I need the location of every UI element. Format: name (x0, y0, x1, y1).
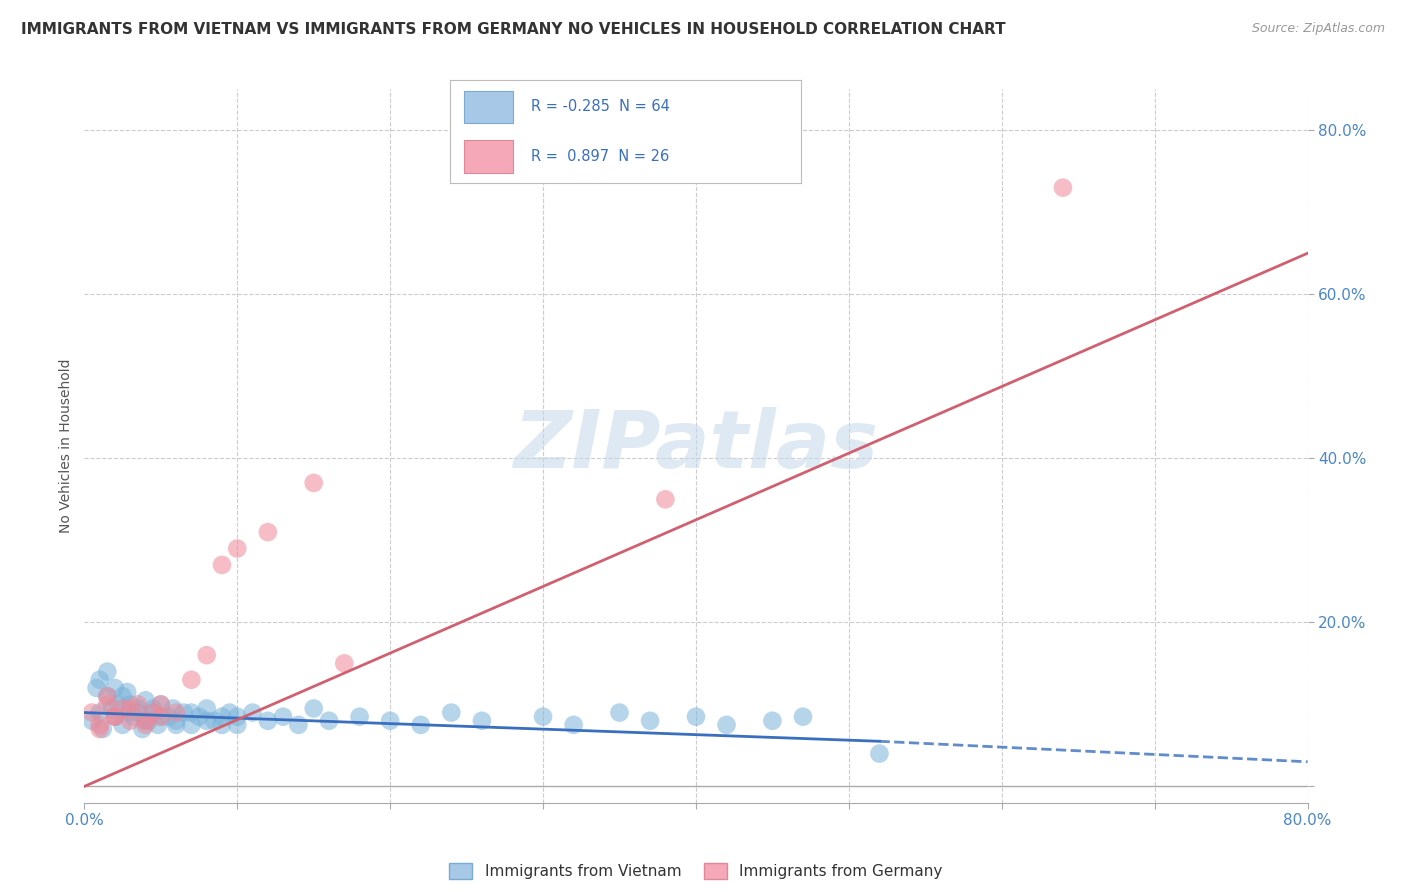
Point (91, 722, 114, 736)
Point (218, 706, 240, 720)
Legend: Immigrants from Vietnam, Immigrants from Germany: Immigrants from Vietnam, Immigrants from… (443, 857, 949, 885)
Point (149, 698, 172, 712)
Point (638, 714, 661, 728)
Point (120, 698, 142, 712)
Point (531, 709, 554, 723)
Bar (464, 140, 513, 173)
Point (165, 714, 187, 728)
Point (149, 709, 172, 723)
Text: R = -0.285  N = 64: R = -0.285 N = 64 (531, 99, 669, 114)
Point (146, 718, 169, 732)
Point (120, 706, 142, 720)
Text: IMMIGRANTS FROM VIETNAM VS IMMIGRANTS FROM GERMANY NO VEHICLES IN HOUSEHOLD CORR: IMMIGRANTS FROM VIETNAM VS IMMIGRANTS FR… (21, 22, 1005, 37)
Point (96, 698, 118, 712)
Point (195, 648, 218, 662)
Point (104, 709, 127, 723)
Point (101, 701, 124, 715)
Point (127, 701, 149, 715)
Point (111, 689, 134, 703)
Point (609, 706, 631, 720)
Point (380, 714, 402, 728)
Point (302, 475, 325, 490)
Point (142, 706, 165, 720)
Point (89, 673, 111, 687)
Point (242, 706, 264, 720)
Point (157, 709, 180, 723)
Point (409, 718, 432, 732)
Point (180, 706, 202, 720)
Point (104, 709, 127, 723)
Point (162, 701, 184, 715)
Point (107, 698, 129, 712)
Point (211, 558, 233, 572)
Point (120, 701, 142, 715)
Point (135, 714, 157, 728)
Point (111, 701, 134, 715)
Point (122, 709, 145, 723)
Point (135, 693, 157, 707)
Point (135, 718, 157, 732)
Point (96, 689, 118, 703)
Point (202, 714, 225, 728)
Point (127, 698, 149, 712)
Point (226, 718, 249, 732)
Point (180, 673, 202, 687)
Point (165, 706, 187, 720)
Y-axis label: No Vehicles in Household: No Vehicles in Household (59, 359, 73, 533)
Point (471, 714, 494, 728)
Point (195, 714, 218, 728)
Point (1052, 180, 1074, 194)
Point (654, 492, 676, 507)
Point (142, 701, 165, 715)
Point (149, 698, 172, 712)
Point (127, 706, 149, 720)
Point (111, 718, 134, 732)
Point (120, 714, 142, 728)
Point (349, 709, 371, 723)
Point (257, 525, 280, 540)
Text: Source: ZipAtlas.com: Source: ZipAtlas.com (1251, 22, 1385, 36)
Point (333, 657, 356, 671)
Point (131, 722, 153, 736)
Point (89, 706, 111, 720)
Point (96, 689, 118, 703)
Point (792, 709, 814, 723)
Point (104, 681, 127, 695)
Point (211, 709, 233, 723)
Point (226, 541, 249, 556)
Point (104, 709, 127, 723)
Point (271, 709, 294, 723)
Point (180, 718, 202, 732)
Point (80, 714, 103, 728)
Point (165, 718, 187, 732)
Point (115, 685, 138, 699)
Point (287, 718, 309, 732)
Text: ZIPatlas: ZIPatlas (513, 407, 879, 485)
Point (257, 714, 280, 728)
Point (761, 714, 783, 728)
Point (135, 714, 157, 728)
Point (318, 714, 340, 728)
Bar (464, 91, 513, 123)
Point (142, 706, 165, 720)
Point (562, 718, 585, 732)
Point (195, 701, 218, 715)
Point (302, 701, 325, 715)
Point (89, 722, 111, 736)
Point (149, 709, 172, 723)
Point (86, 681, 108, 695)
Point (440, 706, 463, 720)
Point (685, 709, 707, 723)
Point (138, 714, 160, 728)
Point (226, 709, 249, 723)
Point (869, 747, 891, 761)
Point (211, 718, 233, 732)
Point (188, 709, 211, 723)
Point (173, 706, 195, 720)
Point (96, 665, 118, 679)
Point (716, 718, 738, 732)
Text: R =  0.897  N = 26: R = 0.897 N = 26 (531, 149, 669, 164)
Point (80, 706, 103, 720)
Point (89, 718, 111, 732)
